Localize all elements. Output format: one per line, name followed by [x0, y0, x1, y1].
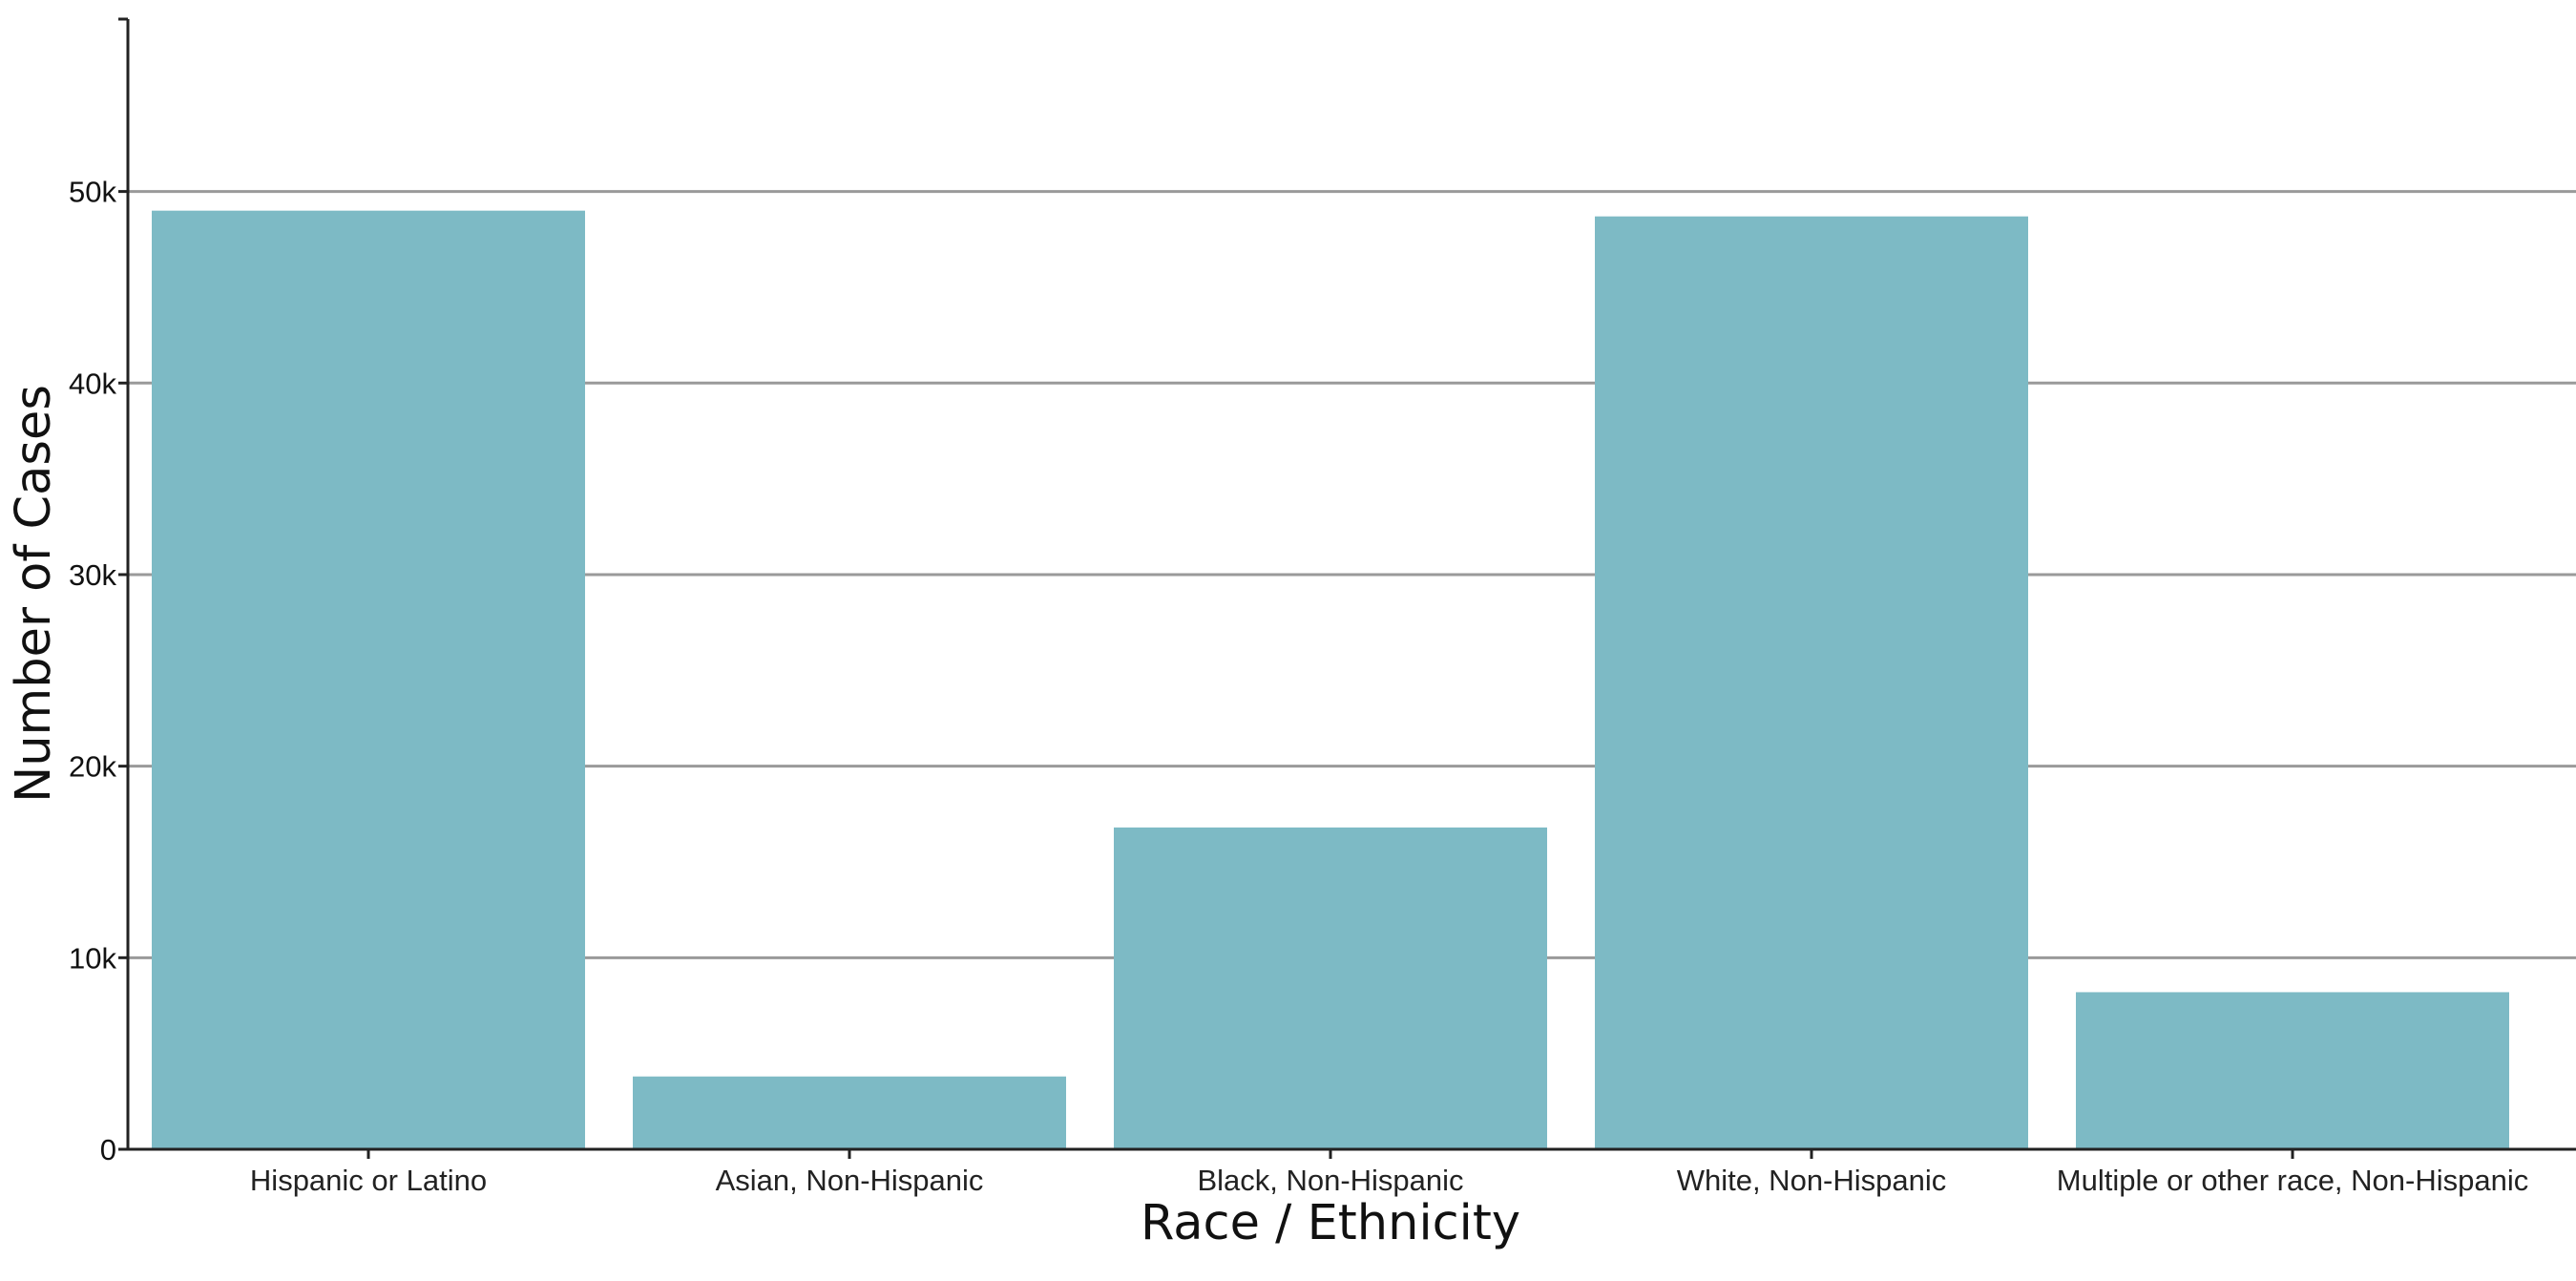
y-tick-label-0: 0 [100, 1133, 116, 1166]
y-tick-label-4: 40k [69, 367, 116, 400]
bar-3 [1595, 216, 2028, 1149]
x-tick-label-4: Multiple or other race, Non-Hispanic [2057, 1164, 2529, 1197]
x-axis-title: Race / Ethnicity [1141, 1195, 1520, 1251]
bars [152, 210, 2509, 1149]
bar-0 [152, 210, 585, 1149]
x-tick-label-2: Black, Non-Hispanic [1197, 1164, 1463, 1197]
x-tick-label-0: Hispanic or Latino [250, 1164, 487, 1197]
y-tick-label-1: 10k [69, 941, 116, 975]
bar-1 [633, 1076, 1066, 1149]
x-axis-ticks: Hispanic or Latino Asian, Non-Hispanic Bla… [250, 1149, 2528, 1197]
axes [118, 19, 2576, 1151]
y-axis-ticks: 0 10k 20k 30k 40k 50k [69, 17, 128, 1166]
y-tick-label-5: 50k [69, 176, 116, 209]
y-tick-label-3: 30k [69, 558, 116, 592]
y-tick-label-2: 20k [69, 750, 116, 784]
bar-2 [1114, 827, 1547, 1149]
y-axis-title: Number of Cases [6, 385, 62, 803]
bar-4 [2076, 992, 2509, 1149]
x-tick-label-1: Asian, Non-Hispanic [716, 1164, 984, 1197]
x-tick-label-3: White, Non-Hispanic [1677, 1164, 1947, 1197]
